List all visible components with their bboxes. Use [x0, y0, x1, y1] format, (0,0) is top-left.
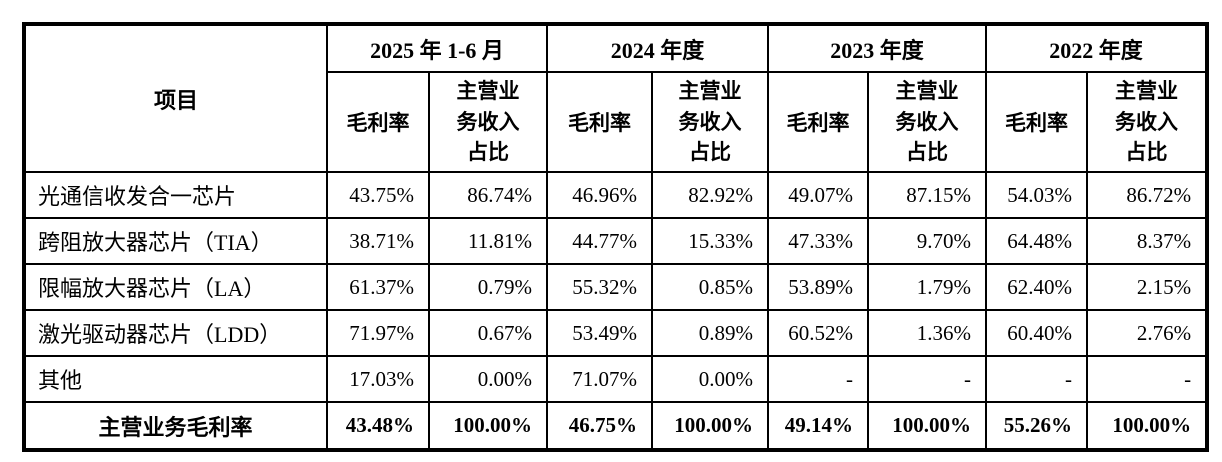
subheader-revenue-share-2024: 主营业务收入占比 — [651, 71, 770, 173]
column-header-item: 项目 — [23, 23, 328, 173]
cell-value: 100.00% — [1086, 401, 1209, 451]
row-label: 光通信收发合一芯片 — [23, 171, 328, 219]
cell-value: 55.32% — [546, 263, 654, 311]
cell-value: 0.85% — [651, 263, 770, 311]
subheader-gross-margin-2025: 毛利率 — [326, 71, 430, 173]
cell-value: 8.37% — [1086, 217, 1209, 265]
cell-value: 1.79% — [867, 263, 988, 311]
cell-value: 2.15% — [1086, 263, 1209, 311]
cell-value: 0.00% — [651, 355, 770, 403]
cell-value: 0.67% — [427, 309, 549, 357]
cell-value: 0.79% — [427, 263, 549, 311]
cell-value: - — [985, 355, 1089, 403]
cell-value: 49.07% — [767, 171, 870, 219]
row-label: 跨阻放大器芯片（TIA） — [23, 217, 328, 265]
row-label: 限幅放大器芯片（LA） — [23, 263, 328, 311]
cell-value: 86.74% — [427, 171, 549, 219]
revenue-share-label: 主营业务收入占比 — [1115, 79, 1179, 165]
period-header-2022: 2022 年度 — [985, 23, 1209, 73]
cell-value: 11.81% — [427, 217, 549, 265]
cell-value: 62.40% — [985, 263, 1089, 311]
period-header-2023: 2023 年度 — [767, 23, 988, 73]
cell-value: 17.03% — [326, 355, 430, 403]
cell-value: 2.76% — [1086, 309, 1209, 357]
header-row-metrics: 毛利率 主营业务收入占比 毛利率 主营业务收入占比 毛利率 主营业务收入占比 毛… — [24, 71, 1209, 173]
cell-value: 1.36% — [867, 309, 988, 357]
table-row-other: 其他 17.03% 0.00% 71.07% 0.00% - - - - — [23, 355, 1209, 403]
cell-value: 60.52% — [767, 309, 870, 357]
cell-value: 71.97% — [326, 309, 430, 357]
cell-value: 15.33% — [651, 217, 770, 265]
revenue-share-label: 主营业务收入占比 — [678, 79, 742, 165]
cell-value: - — [767, 355, 870, 403]
revenue-share-label: 主营业务收入占比 — [895, 79, 959, 165]
subheader-revenue-share-2022: 主营业务收入占比 — [1086, 71, 1209, 173]
subheader-revenue-share-2025: 主营业务收入占比 — [427, 71, 549, 173]
cell-value: 47.33% — [767, 217, 870, 265]
cell-value: 43.48% — [326, 401, 430, 451]
cell-value: 49.14% — [767, 401, 870, 451]
cell-value: 53.89% — [767, 263, 870, 311]
subheader-gross-margin-2022: 毛利率 — [985, 71, 1089, 173]
table-row-tia-chip: 跨阻放大器芯片（TIA） 38.71% 11.81% 44.77% 15.33%… — [23, 217, 1209, 265]
cell-value: 54.03% — [985, 171, 1089, 219]
cell-value: 61.37% — [326, 263, 430, 311]
revenue-share-label: 主营业务收入占比 — [456, 79, 520, 165]
cell-value: - — [867, 355, 988, 403]
cell-value: 71.07% — [546, 355, 654, 403]
cell-value: 82.92% — [651, 171, 770, 219]
cell-value: 46.75% — [546, 401, 654, 451]
header-row-periods: 项目 2025 年 1-6 月 2024 年度 2023 年度 2022 年度 — [23, 23, 1209, 173]
subheader-gross-margin-2024: 毛利率 — [546, 71, 654, 173]
cell-value: 53.49% — [546, 309, 654, 357]
cell-value: 38.71% — [326, 217, 430, 265]
cell-value: 86.72% — [1086, 171, 1209, 219]
subheader-gross-margin-2023: 毛利率 — [767, 71, 870, 173]
cell-value: 64.48% — [985, 217, 1089, 265]
cell-value: 60.40% — [985, 309, 1089, 357]
cell-value: 9.70% — [867, 217, 988, 265]
period-header-2025-h1: 2025 年 1-6 月 — [325, 23, 549, 73]
cell-value: 100.00% — [651, 401, 770, 451]
table-row-ldd-chip: 激光驱动器芯片（LDD） 71.97% 0.67% 53.49% 0.89% 6… — [23, 309, 1209, 357]
cell-value: 100.00% — [427, 401, 549, 451]
cell-value: 55.26% — [985, 401, 1089, 451]
period-header-2024: 2024 年度 — [546, 23, 770, 73]
table-row-transceiver-chip: 光通信收发合一芯片 43.75% 86.74% 46.96% 82.92% 49… — [23, 171, 1209, 219]
cell-value: 0.00% — [427, 355, 549, 403]
cell-value: 100.00% — [867, 401, 988, 451]
cell-value: 0.89% — [651, 309, 770, 357]
total-row-label: 主营业务毛利率 — [23, 401, 328, 451]
cell-value: - — [1086, 355, 1209, 403]
cell-value: 87.15% — [867, 171, 988, 219]
cell-value: 44.77% — [546, 217, 654, 265]
table-row-la-chip: 限幅放大器芯片（LA） 61.37% 0.79% 55.32% 0.85% 53… — [23, 263, 1209, 311]
cell-value: 43.75% — [326, 171, 430, 219]
gross-margin-table: 项目 2025 年 1-6 月 2024 年度 2023 年度 2022 年度 … — [22, 22, 1210, 452]
table-row-total-gross-margin: 主营业务毛利率 43.48% 100.00% 46.75% 100.00% 49… — [23, 401, 1209, 451]
row-label: 激光驱动器芯片（LDD） — [23, 309, 328, 357]
row-label: 其他 — [23, 355, 328, 403]
cell-value: 46.96% — [546, 171, 654, 219]
subheader-revenue-share-2023: 主营业务收入占比 — [867, 71, 988, 173]
